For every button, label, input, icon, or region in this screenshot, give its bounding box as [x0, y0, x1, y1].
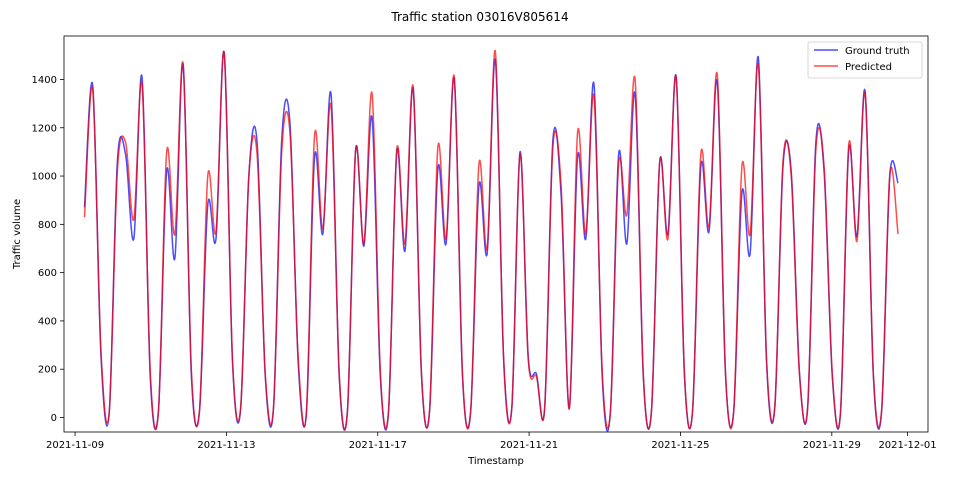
x-tick-label: 2021-11-29	[803, 440, 861, 451]
y-tick-label: 0	[51, 413, 57, 424]
x-tick-label: 2021-11-25	[651, 440, 709, 451]
y-tick-label: 400	[38, 316, 57, 327]
y-tick-label: 600	[38, 268, 57, 279]
x-tick-label: 2021-11-13	[197, 440, 255, 451]
x-tick-label: 2021-11-21	[500, 440, 558, 451]
chart-title: Traffic station 03016V805614	[390, 10, 568, 24]
legend-label-predicted: Predicted	[845, 62, 892, 73]
x-tick-label: 2021-12-01	[878, 440, 936, 451]
legend-label-ground-truth: Ground truth	[845, 46, 910, 57]
y-tick-label: 1400	[32, 75, 57, 86]
plot-lines	[83, 49, 899, 432]
legend: Ground truth Predicted	[807, 41, 923, 79]
y-tick-label: 1200	[32, 123, 57, 134]
x-tick-label: 2021-11-17	[349, 440, 407, 451]
legend-box	[807, 41, 923, 79]
x-axis-title: Timestamp	[467, 456, 524, 467]
x-axis: 2021-11-09 2021-11-13 2021-11-17 2021-11-21…	[46, 432, 937, 451]
plot-frame	[63, 35, 929, 433]
y-axis-title: Traffic volume	[12, 199, 23, 270]
y-tick-label: 800	[38, 220, 57, 231]
y-tick-label: 1000	[32, 172, 57, 183]
y-tick-label: 200	[38, 365, 57, 376]
x-tick-label: 2021-11-09	[46, 440, 104, 451]
y-axis: 0 200 400 600 800 1000 1200 1400	[32, 75, 64, 424]
series-line-predicted	[83, 49, 899, 431]
